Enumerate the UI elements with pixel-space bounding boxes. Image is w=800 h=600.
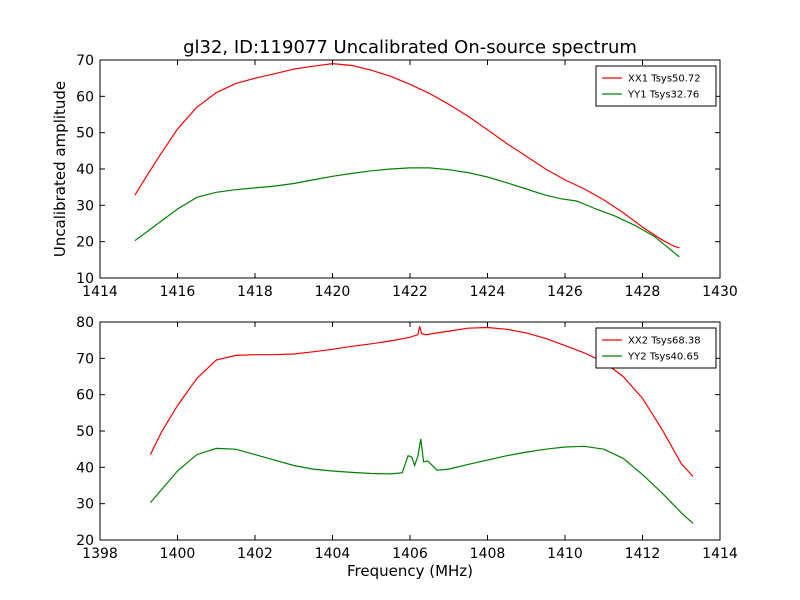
top-y-tick-label: 60: [76, 89, 94, 105]
top-x-tick-label: 1422: [392, 284, 428, 300]
bottom-legend-label: XX2 Tsys68.38: [628, 336, 701, 347]
bottom-x-tick-label: 1412: [625, 546, 661, 562]
top-x-tick-label: 1426: [547, 284, 583, 300]
top-legend-box: [595, 65, 717, 107]
bottom-y-tick-label: 60: [76, 388, 94, 404]
top-plot-legend: XX1 Tsys50.72 YY1 Tsys32.76: [595, 65, 717, 107]
top-y-tick-label: 70: [76, 53, 94, 69]
bottom-y-tick-label: 50: [76, 424, 94, 440]
bottom-x-tick-label: 1406: [392, 546, 428, 562]
bottom-plot-legend: XX2 Tsys68.38 YY2 Tsys40.65: [595, 327, 717, 369]
top-x-tick-label: 1414: [82, 284, 118, 300]
top-x-tick-label: 1420: [315, 284, 351, 300]
bottom-x-tick-label: 1400: [160, 546, 196, 562]
top-x-tick-label: 1430: [702, 284, 738, 300]
top-series-1-line: [134, 62, 680, 249]
top-legend-label: YY1 Tsys32.76: [627, 90, 699, 101]
bottom-x-tick-label: 1402: [237, 546, 273, 562]
bottom-y-tick-label: 20: [76, 533, 94, 549]
top-x-tick-label: 1424: [470, 284, 506, 300]
bottom-y-tick-label: 40: [76, 460, 94, 476]
top-y-tick-label: 10: [76, 271, 94, 287]
top-y-tick-label: 20: [76, 235, 94, 251]
bottom-x-tick-label: 1404: [315, 546, 351, 562]
bottom-series-2-line: [149, 438, 694, 524]
chart-title: gl32, ID:119077 Uncalibrated On-source s…: [183, 37, 637, 58]
bottom-plot-marks: 1398 1400 1402 1404 1406 1408 1410 1412 1414 20 30…: [76, 315, 738, 562]
bottom-legend-label: YY2 Tsys40.65: [627, 352, 699, 363]
top-y-tick-label: 40: [76, 162, 94, 178]
top-y-tick-label: 50: [76, 126, 94, 142]
bottom-legend-box: [595, 327, 717, 369]
top-y-tick-label: 30: [76, 198, 94, 214]
top-plot-marks: 1414 1416 1418 1420 1422 1424 1426 1428 1430 10 20…: [76, 53, 738, 300]
bottom-x-tick-label: 1408: [470, 546, 506, 562]
bottom-y-tick-label: 70: [76, 351, 94, 367]
top-x-tick-label: 1428: [625, 284, 661, 300]
bottom-y-tick-label: 30: [76, 497, 94, 513]
x-axis-label: Frequency (MHz): [347, 562, 473, 580]
top-x-tick-label: 1418: [237, 284, 273, 300]
top-legend-label: XX1 Tsys50.72: [628, 74, 701, 85]
top-plot-panel: gl32, ID:119077 Uncalibrated On-source s…: [51, 37, 738, 300]
bottom-x-tick-label: 1414: [702, 546, 738, 562]
bottom-x-tick-label: 1398: [82, 546, 118, 562]
top-series-2-line: [134, 167, 680, 258]
bottom-plot-panel: Frequency (MHz) 1398 1400 1402 1404 1406 1408…: [76, 315, 738, 580]
bottom-x-tick-label: 1410: [547, 546, 583, 562]
bottom-y-tick-label: 80: [76, 315, 94, 331]
y-axis-label: Uncalibrated amplitude: [51, 81, 69, 257]
top-x-tick-label: 1416: [160, 284, 196, 300]
